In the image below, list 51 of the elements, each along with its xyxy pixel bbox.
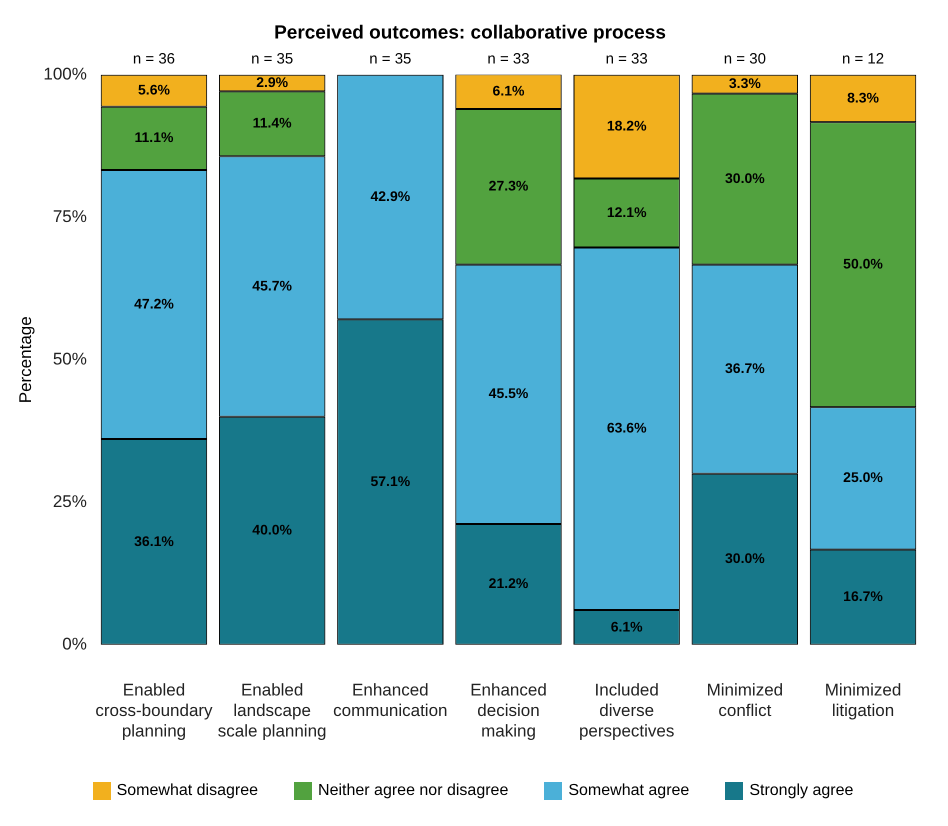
data-label: 5.6% [138, 82, 170, 98]
y-tick-label: 100% [43, 64, 87, 84]
legend-label: Somewhat disagree [116, 782, 258, 800]
x-tick-label: Minimized conflict [706, 680, 784, 720]
data-label: 6.1% [610, 618, 644, 634]
x-tick-label: Enhanced decision making [470, 680, 547, 740]
data-label: 42.9% [370, 188, 411, 204]
y-tick-label: 0% [62, 634, 87, 654]
data-label: 40.0% [252, 522, 293, 538]
data-label: 45.5% [488, 385, 529, 402]
y-tick-label: 50% [52, 349, 87, 368]
y-tick-label: 25% [52, 492, 87, 511]
data-label: 2.9% [256, 74, 289, 90]
data-label: 45.7% [252, 277, 293, 294]
text: n = 33 [487, 50, 530, 68]
data-label: 11.4% [252, 114, 292, 131]
x-tick-label: Enhanced communication [333, 680, 448, 720]
y-axis-title: Percentage [16, 316, 35, 404]
legend-label: Neither agree nor disagree [318, 782, 508, 800]
data-label: 47.2% [134, 295, 174, 312]
legend-label: Somewhat agree [568, 782, 690, 800]
data-label: 16.7% [843, 588, 884, 604]
data-label: 63.6% [606, 420, 648, 436]
data-label: 3.3% [728, 75, 762, 92]
text: n = 35 [251, 50, 294, 68]
data-label: 36.1% [134, 532, 174, 549]
data-label: 11.1% [134, 129, 174, 146]
legend-label: Strongly agree [749, 782, 854, 800]
text: n = 36 [132, 50, 176, 68]
data-label: 12.1% [606, 204, 648, 220]
data-label: 50.0% [843, 255, 884, 272]
data-label: 18.2% [606, 118, 648, 134]
data-label: 30.0% [725, 170, 766, 186]
text: n = 35 [369, 50, 412, 68]
x-tick-label: Enabled cross-boundary planning [95, 680, 214, 740]
text: n = 12 [842, 50, 884, 68]
data-label: 36.7% [725, 360, 766, 376]
y-tick-label: 75% [52, 206, 87, 226]
data-label: 30.0% [725, 550, 766, 566]
data-label: 8.3% [847, 89, 880, 106]
data-label: 57.1% [370, 472, 411, 489]
x-tick-label: Minimized litigation [824, 680, 902, 720]
x-tick-label: Enabled landscape scale planning [218, 680, 326, 740]
data-label: 21.2% [488, 575, 529, 592]
data-label: 6.1% [492, 82, 525, 98]
chart-title: Perceived outcomes: collaborative process [274, 22, 666, 44]
x-tick-label: Included diverse perspectives [578, 680, 674, 740]
data-label: 27.3% [488, 178, 529, 194]
text: n = 33 [606, 50, 648, 68]
data-label: 25.0% [843, 469, 884, 486]
text: n = 30 [724, 50, 766, 68]
